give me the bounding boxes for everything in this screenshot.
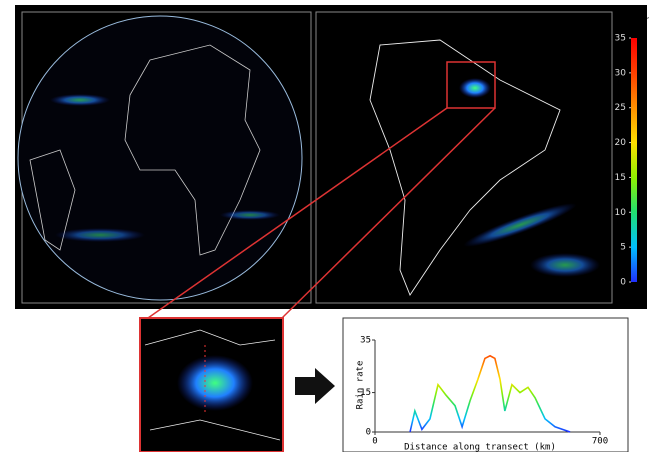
region-frame [315,11,613,304]
africa-outline [124,44,261,256]
y-tick-label: 15 [360,388,371,398]
rain-blob [50,94,110,106]
y-tick-label: 0 [366,428,371,438]
colorbar [631,38,637,282]
rain-blob [459,78,491,98]
x-tick-label: 0 [372,437,377,447]
americas-outline [29,149,76,251]
colorbar-tick-label: 15 [615,173,626,183]
south-america-outline [369,39,561,296]
colorbar-tick-label: 30 [615,68,627,78]
colorbar-tick-label: 35 [615,34,626,44]
x-tick-label: 700 [592,437,608,447]
rain-blob [463,203,577,247]
colorbar-tick-label: 5 [620,243,626,253]
zoom-line [281,107,496,319]
zoom-box [446,61,496,109]
colorbar-tick-label: 0 [620,278,626,288]
rain-blob [530,253,600,277]
zoom-line [147,107,448,319]
rain-profile [409,354,571,433]
arrow [295,368,335,404]
colorbar-label: mm/hr [619,16,649,26]
x-axis-label: Distance along transect (km) [404,443,556,453]
rain-blob [177,355,253,411]
inset-borders [144,329,281,441]
y-tick-label: 35 [360,336,371,346]
rain-blob [220,210,280,220]
y-axis-label: Rain rate [356,361,366,410]
chart-frame [342,317,629,453]
rain-blob [55,228,145,242]
globe [17,15,303,301]
colorbar-tick-label: 20 [615,138,627,148]
colorbar-tick-label: 25 [615,103,626,113]
colorbar-tick-label: 10 [615,208,627,218]
